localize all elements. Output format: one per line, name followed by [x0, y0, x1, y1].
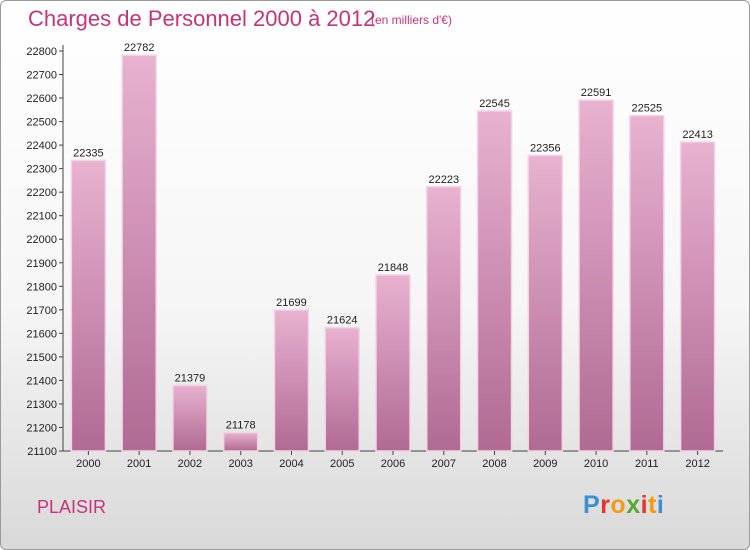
x-tick-label-2004: 2004: [279, 458, 303, 470]
y-tick-label: 22700: [26, 70, 57, 82]
x-axis: 2000 2001 2002 2003 2004 2005 2006 2007 2008 2009…: [76, 451, 710, 470]
y-tick-label: 22000: [26, 234, 57, 246]
y-tick-label: 21200: [26, 422, 57, 434]
bars: 22335 22782 21379 21178 21699 21624 21848 22223…: [70, 42, 716, 452]
data-label-2003: 21178: [226, 420, 256, 432]
x-tick-label-2005: 2005: [330, 458, 354, 470]
logo-letter: r: [600, 491, 611, 519]
data-label-2009: 22356: [530, 142, 561, 154]
data-label-2006: 21848: [378, 262, 409, 274]
y-tick-label: 21400: [26, 375, 57, 387]
data-label-2004: 21699: [276, 297, 307, 309]
x-tick-label-2001: 2001: [127, 458, 151, 470]
y-tick-label: 22200: [26, 187, 57, 199]
y-tick-label: 21100: [27, 446, 57, 458]
bar-2011: [629, 114, 665, 452]
data-label-2005: 21624: [327, 315, 358, 327]
y-tick-label: 22600: [26, 93, 57, 105]
bar-2003: [222, 431, 259, 452]
x-tick-label-2006: 2006: [381, 458, 405, 470]
x-tick-label-2000: 2000: [76, 458, 100, 470]
bar-2000: [70, 159, 107, 452]
x-tick-label-2003: 2003: [228, 458, 252, 470]
y-tick-label: 21800: [26, 281, 57, 293]
bar-2012: [679, 141, 716, 452]
y-tick-label: 21700: [26, 305, 57, 317]
data-label-2007: 22223: [428, 174, 459, 186]
bar-2006: [375, 274, 411, 452]
chart-title: Charges de Personnel 2000 à 2012: [28, 6, 376, 31]
data-label-2012: 22413: [682, 129, 713, 141]
bar-2008: [476, 110, 513, 452]
y-tick-label: 22800: [26, 46, 57, 58]
bar-2001: [121, 54, 157, 452]
logo-letter: o: [610, 491, 627, 519]
bar-2009: [527, 154, 564, 452]
x-tick-label-2008: 2008: [482, 458, 506, 470]
bar-2004: [273, 309, 310, 452]
y-axis: 21100 21200 21300 21400 21500 21600 21700 21800…: [26, 45, 723, 458]
x-tick-label-2002: 2002: [178, 458, 202, 470]
x-tick-label-2011: 2011: [635, 458, 659, 470]
y-tick-label: 22100: [26, 211, 57, 223]
data-label-2002: 21379: [175, 372, 206, 384]
logo-letter: i: [640, 491, 649, 519]
x-tick-label-2012: 2012: [685, 458, 709, 470]
y-tick-label: 22400: [26, 140, 57, 152]
data-label-2008: 22545: [479, 98, 510, 110]
logo-letter: i: [656, 491, 665, 519]
y-tick-label: 21500: [26, 352, 57, 364]
city-name: PLAISIR: [37, 497, 107, 517]
logo-letter: P: [583, 491, 601, 519]
data-label-2000: 22335: [73, 147, 104, 159]
chart-subtitle: (en milliers d'€): [371, 13, 452, 27]
bar-2005: [324, 326, 360, 452]
y-tick-label: 22500: [26, 117, 57, 129]
y-tick-label: 22300: [26, 164, 57, 176]
x-tick-label-2009: 2009: [533, 458, 557, 470]
x-tick-label-2007: 2007: [432, 458, 456, 470]
proxiti-logo: Proxiti: [583, 491, 664, 520]
logo-letter: x: [626, 491, 641, 519]
bar-2007: [426, 186, 462, 452]
x-tick-label-2010: 2010: [584, 458, 608, 470]
data-label-2011: 22525: [632, 103, 663, 115]
logo-letter: t: [648, 491, 657, 519]
y-tick-label: 21600: [26, 328, 57, 340]
y-tick-label: 21900: [26, 258, 57, 270]
bar-2002: [172, 384, 208, 452]
data-label-2010: 22591: [581, 87, 612, 99]
bar-2010: [578, 99, 614, 452]
data-label-2001: 22782: [124, 42, 155, 54]
y-tick-label: 21300: [26, 399, 57, 411]
